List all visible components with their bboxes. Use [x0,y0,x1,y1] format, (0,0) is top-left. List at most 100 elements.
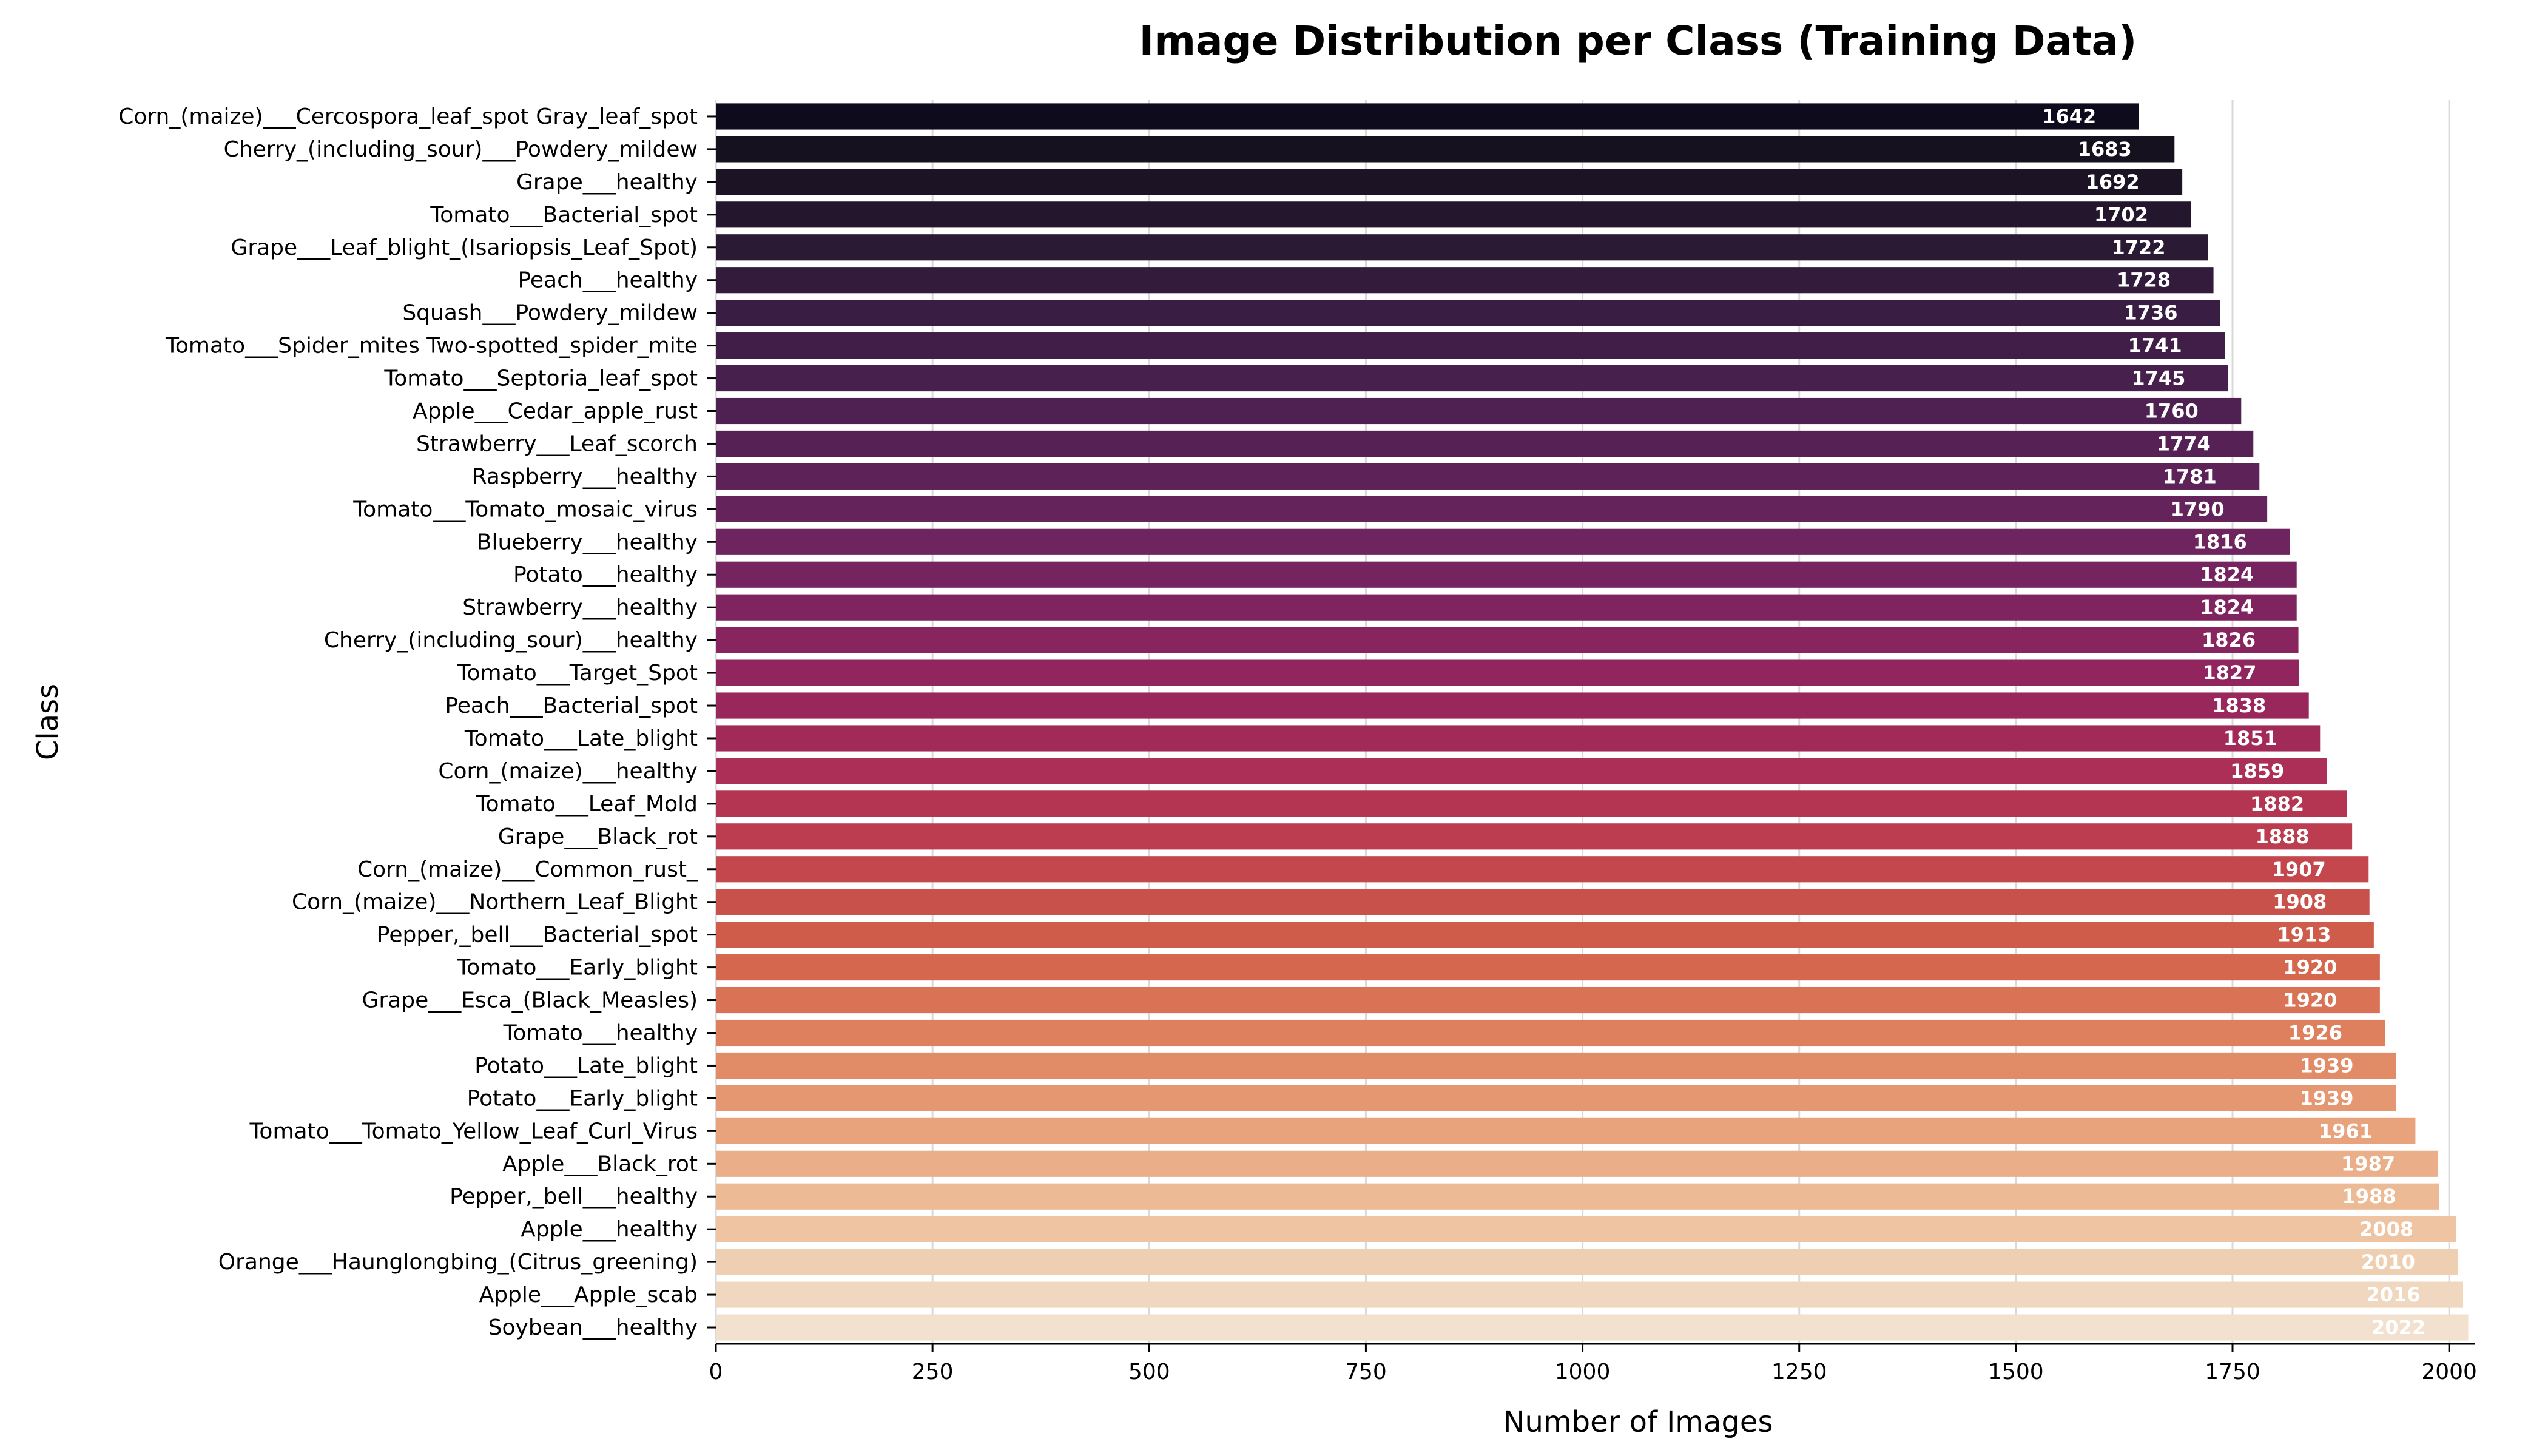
y-tick-label: Grape___Black_rot [498,824,698,849]
y-tick-label: Tomato___Tomato_Yellow_Leaf_Curl_Virus [249,1119,698,1144]
y-tick-label: Grape___Leaf_blight_(Isariopsis_Leaf_Spo… [231,235,698,260]
bar [716,561,2297,588]
bar-value-label: 1827 [2202,661,2256,684]
bar [716,1314,2469,1341]
y-tick-label: Peach___healthy [517,268,698,293]
y-tick-label: Grape___healthy [516,170,698,195]
x-axis-label: Number of Images [1503,1405,1773,1439]
bar [716,922,2374,948]
bar-value-label: 1913 [2277,923,2331,946]
bar [716,234,2208,261]
y-tick-label: Potato___healthy [513,562,698,587]
bar-value-label: 1988 [2342,1185,2396,1208]
bar-value-label: 1961 [2319,1119,2373,1142]
y-tick-labels: Corn_(maize)___Cercospora_leaf_spot Gray… [118,104,716,1340]
bar [716,1117,2416,1144]
bar-value-label: 1888 [2256,825,2310,848]
x-tick-label: 500 [1128,1360,1170,1384]
bars-group: 1642 1683 1692 1702 1722 1728 1736 1741 1745 1760… [716,103,2469,1341]
bar [716,1085,2396,1111]
y-tick-label: Strawberry___healthy [462,595,698,620]
bar-value-label: 1816 [2193,530,2247,553]
bar [716,365,2228,392]
bar [716,136,2175,163]
bar-value-label: 1781 [2163,465,2217,488]
x-tick-label: 0 [709,1360,723,1384]
bar-value-label: 1908 [2273,891,2327,914]
bar [716,496,2268,522]
x-tick-label: 2000 [2421,1360,2477,1384]
bar [716,1249,2458,1275]
bar [716,1150,2438,1177]
y-tick-label: Pepper,_bell___healthy [450,1184,698,1209]
bar [716,954,2380,981]
bar [716,758,2327,784]
y-axis-label: Class [31,684,65,760]
bar [716,594,2297,621]
bar-value-label: 1824 [2200,596,2254,619]
bar-value-label: 1859 [2230,760,2284,783]
bar [716,201,2191,228]
y-tick-label: Orange___Haunglongbing_(Citrus_greening) [218,1250,698,1275]
bar [716,1281,2463,1308]
bar [716,823,2353,850]
y-tick-label: Tomato___Bacterial_spot [430,203,698,228]
bar [716,267,2214,294]
bar-value-label: 1760 [2145,400,2199,423]
bar-value-label: 1824 [2200,563,2254,586]
bar-value-label: 1838 [2212,694,2266,717]
bar-value-label: 1907 [2272,858,2326,881]
bar-value-label: 1851 [2223,727,2277,750]
x-tick-label: 1500 [1988,1360,2044,1384]
bar-value-label: 1939 [2299,1087,2353,1110]
bar [716,692,2309,719]
y-tick-label: Corn_(maize)___Common_rust_ [357,857,698,882]
x-tick-label: 250 [912,1360,954,1384]
bar-value-label: 1736 [2123,302,2177,325]
y-tick-label: Strawberry___Leaf_scorch [416,431,698,456]
x-tick-label: 1750 [2205,1360,2260,1384]
y-tick-label: Tomato___Tomato_mosaic_virus [352,497,698,522]
y-tick-label: Tomato___Late_blight [464,726,698,751]
bar-value-label: 1926 [2288,1022,2342,1045]
chart-title: Image Distribution per Class (Training D… [1139,18,2137,64]
y-tick-label: Tomato___Leaf_Mold [476,792,698,817]
bar-value-label: 2016 [2366,1283,2420,1306]
bar [716,725,2320,752]
bar-value-label: 1882 [2250,792,2304,815]
y-tick-label: Raspberry___healthy [472,464,698,489]
bar [716,627,2299,653]
bar-value-label: 1790 [2171,497,2225,521]
bar [716,463,2260,490]
bar [716,300,2220,326]
bar-value-label: 1728 [2117,269,2171,292]
y-tick-label: Soybean___healthy [488,1315,698,1340]
bar [716,332,2225,359]
y-tick-label: Potato___Early_blight [467,1086,698,1111]
y-tick-label: Cherry_(including_sour)___Powdery_mildew [224,137,698,162]
y-tick-label: Potato___Late_blight [474,1053,698,1078]
y-tick-label: Apple___Apple_scab [479,1282,698,1307]
bar [716,1019,2385,1046]
bar-value-label: 1722 [2111,236,2165,259]
bar-value-label: 1741 [2128,334,2182,357]
bar-value-label: 1920 [2283,956,2337,979]
bar-value-label: 1683 [2078,138,2132,161]
x-tick-label: 1250 [1771,1360,1827,1384]
bar-value-label: 1774 [2157,432,2211,455]
bar-value-label: 1987 [2341,1152,2395,1175]
bar-value-label: 1642 [2042,105,2096,128]
bar [716,659,2299,686]
y-tick-label: Corn_(maize)___healthy [438,759,698,784]
bar [716,397,2242,425]
y-tick-label: Pepper,_bell___Bacterial_spot [377,923,698,948]
bar-value-label: 2008 [2359,1218,2413,1241]
bar [716,169,2183,195]
bar-value-label: 2010 [2361,1250,2415,1273]
bar-value-label: 1692 [2086,170,2140,194]
bar [716,1052,2396,1079]
y-tick-label: Tomato___healthy [503,1021,698,1046]
bar-value-label: 1826 [2202,629,2256,652]
y-tick-label: Corn_(maize)___Northern_Leaf_Blight [292,890,698,915]
